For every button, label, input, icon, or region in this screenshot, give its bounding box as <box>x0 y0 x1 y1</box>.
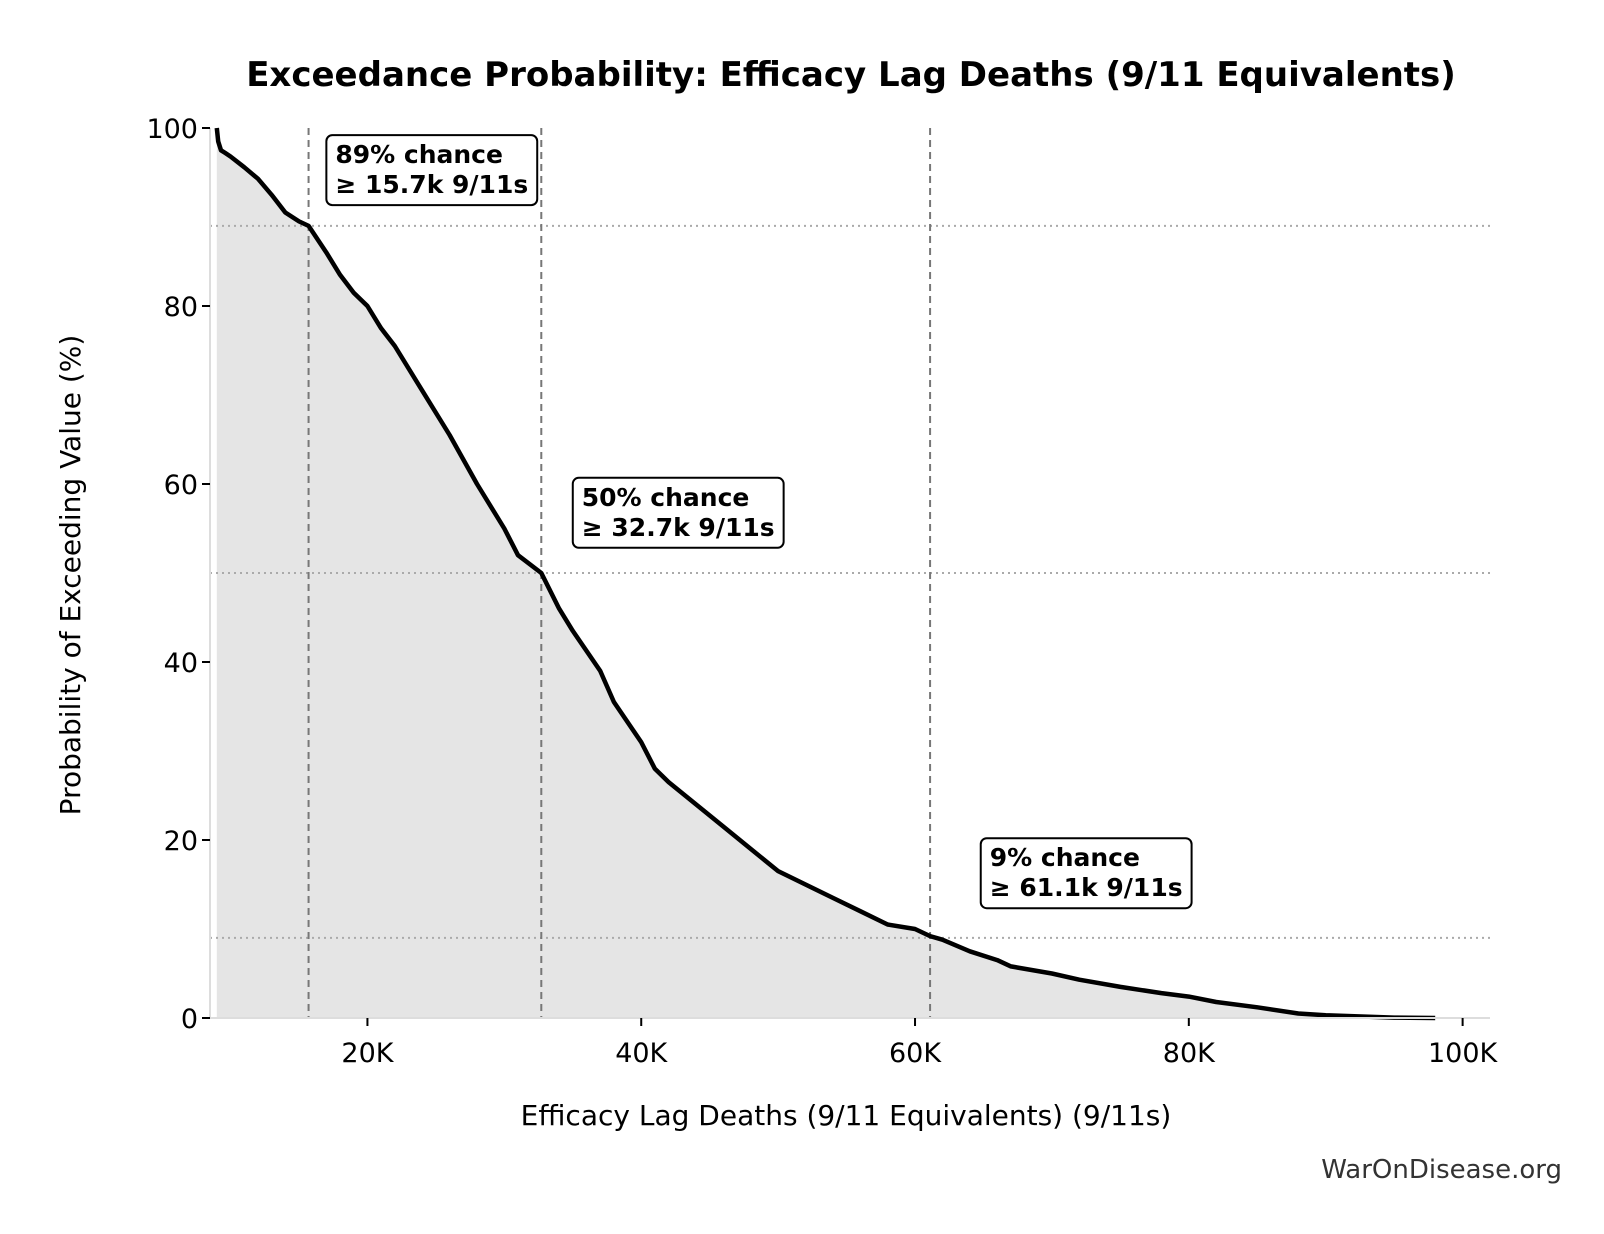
x-tick-label: 80K <box>1163 1038 1216 1069</box>
area-fill <box>216 128 1436 1018</box>
x-tick-label: 20K <box>341 1038 394 1069</box>
y-tick-label: 20 <box>164 826 198 857</box>
y-tick-label: 40 <box>164 648 198 679</box>
annotation-box <box>325 134 539 207</box>
annotation-line2: ≥ 15.7k 9/11s <box>335 170 528 199</box>
x-tick-label: 60K <box>889 1038 942 1069</box>
x-axis-label: Efficacy Lag Deaths (9/11 Equivalents) (… <box>521 1099 1172 1132</box>
y-tick-label: 80 <box>164 292 198 323</box>
annotation-box <box>979 837 1193 910</box>
x-tick-label: 100K <box>1428 1038 1499 1069</box>
chart-title: Exceedance Probability: Efficacy Lag Dea… <box>246 55 1456 95</box>
annotation-line2: ≥ 32.7k 9/11s <box>582 513 775 542</box>
watermark-text: WarOnDisease.org <box>1321 1155 1562 1185</box>
annotation-line2: ≥ 61.1k 9/11s <box>990 873 1183 902</box>
y-tick-label: 100 <box>146 114 198 145</box>
annotation-line1: 50% chance <box>582 483 750 512</box>
y-axis-label: Probability of Exceeding Value (%) <box>54 335 87 816</box>
x-tick-label: 40K <box>615 1038 668 1069</box>
y-tick-label: 60 <box>164 470 198 501</box>
exceedance-curve <box>214 127 1436 1021</box>
annotation-line1: 89% chance <box>335 140 503 169</box>
annotation-line1: 9% chance <box>990 843 1140 872</box>
annotation-box <box>571 476 785 549</box>
y-tick-label: 0 <box>181 1004 198 1035</box>
